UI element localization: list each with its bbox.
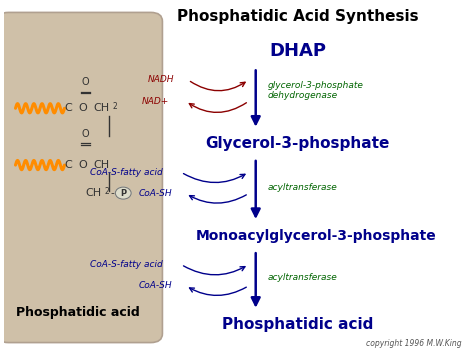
Text: O: O [82,77,89,87]
Text: CoA-SH: CoA-SH [138,281,172,290]
Text: copyright 1996 M.W.King: copyright 1996 M.W.King [366,339,462,348]
Text: CoA-S-fatty acid: CoA-S-fatty acid [90,168,163,177]
Text: Monoacylglycerol-3-phosphate: Monoacylglycerol-3-phosphate [196,229,437,243]
Text: Phosphatidic acid: Phosphatidic acid [16,306,139,319]
FancyBboxPatch shape [0,12,163,343]
Text: DHAP: DHAP [269,43,326,60]
Text: 2: 2 [112,102,117,111]
Text: C: C [64,103,72,113]
Text: -: - [110,189,114,198]
Text: 2: 2 [104,187,109,196]
Text: Glycerol-3-phosphate: Glycerol-3-phosphate [206,136,390,151]
Text: acyltransferase: acyltransferase [267,273,337,282]
Text: CoA-S-fatty acid: CoA-S-fatty acid [90,260,163,269]
Text: O: O [79,103,87,113]
Text: O: O [82,129,89,139]
Text: P: P [120,189,126,198]
Text: CH: CH [93,160,109,170]
Text: glycerol-3-phosphate
dehydrogenase: glycerol-3-phosphate dehydrogenase [267,81,363,100]
Text: C: C [64,160,72,170]
Text: CH: CH [93,103,109,113]
Text: CoA-SH: CoA-SH [138,189,172,198]
Text: Phosphatidic acid: Phosphatidic acid [222,317,374,332]
Text: NAD+: NAD+ [142,97,169,106]
Text: CH: CH [85,189,101,198]
Text: O: O [79,160,87,170]
Text: Phosphatidic Acid Synthesis: Phosphatidic Acid Synthesis [177,9,419,24]
Text: NADH: NADH [147,75,174,84]
Circle shape [115,187,131,199]
Text: acyltransferase: acyltransferase [267,183,337,192]
